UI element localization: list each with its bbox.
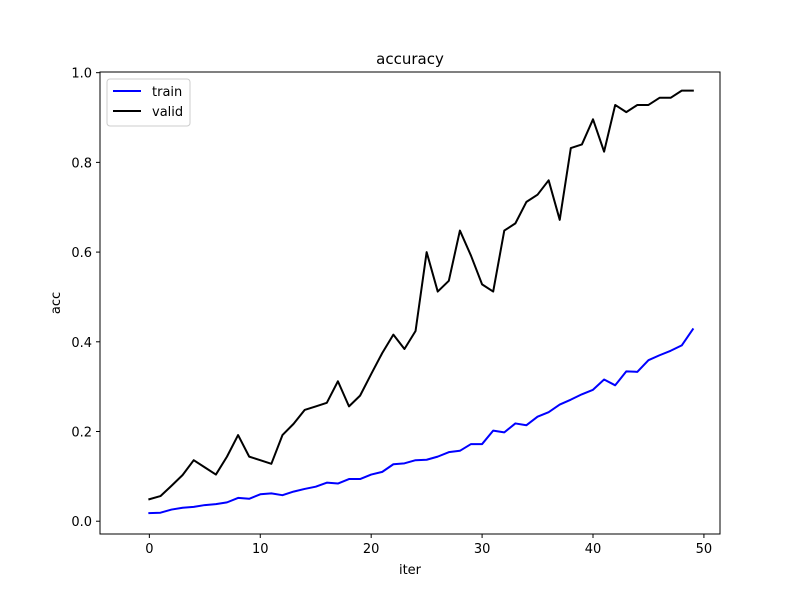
x-tick-label: 0 [145,542,153,557]
legend-label-train: train [152,85,182,100]
x-axis-ticks: 0 10 20 30 40 50 [145,534,712,557]
y-tick-label: 0.2 [71,426,92,441]
series-layer [148,89,695,515]
x-tick-label: 30 [474,542,491,557]
y-tick-label: 1.0 [71,67,92,82]
series-line-train [148,327,695,515]
x-tick-label: 50 [696,542,713,557]
y-axis-ticks: 0.0 0.2 0.4 0.6 0.8 1.0 [71,67,100,530]
legend-label-valid: valid [152,105,183,120]
y-axis-label: acc [49,292,64,314]
y-tick-label: 0.8 [71,156,92,171]
x-tick-label: 20 [363,542,380,557]
series-line-valid [148,89,694,501]
chart-title: accuracy [376,50,444,68]
x-axis-label: iter [399,563,422,578]
plot-frame [99,71,721,535]
legend: train valid [106,78,191,127]
y-tick-label: 0.4 [71,336,92,351]
x-tick-label: 40 [585,542,602,557]
y-tick-label: 0.6 [71,246,92,261]
y-tick-label: 0.0 [71,515,92,530]
x-tick-label: 10 [252,542,269,557]
